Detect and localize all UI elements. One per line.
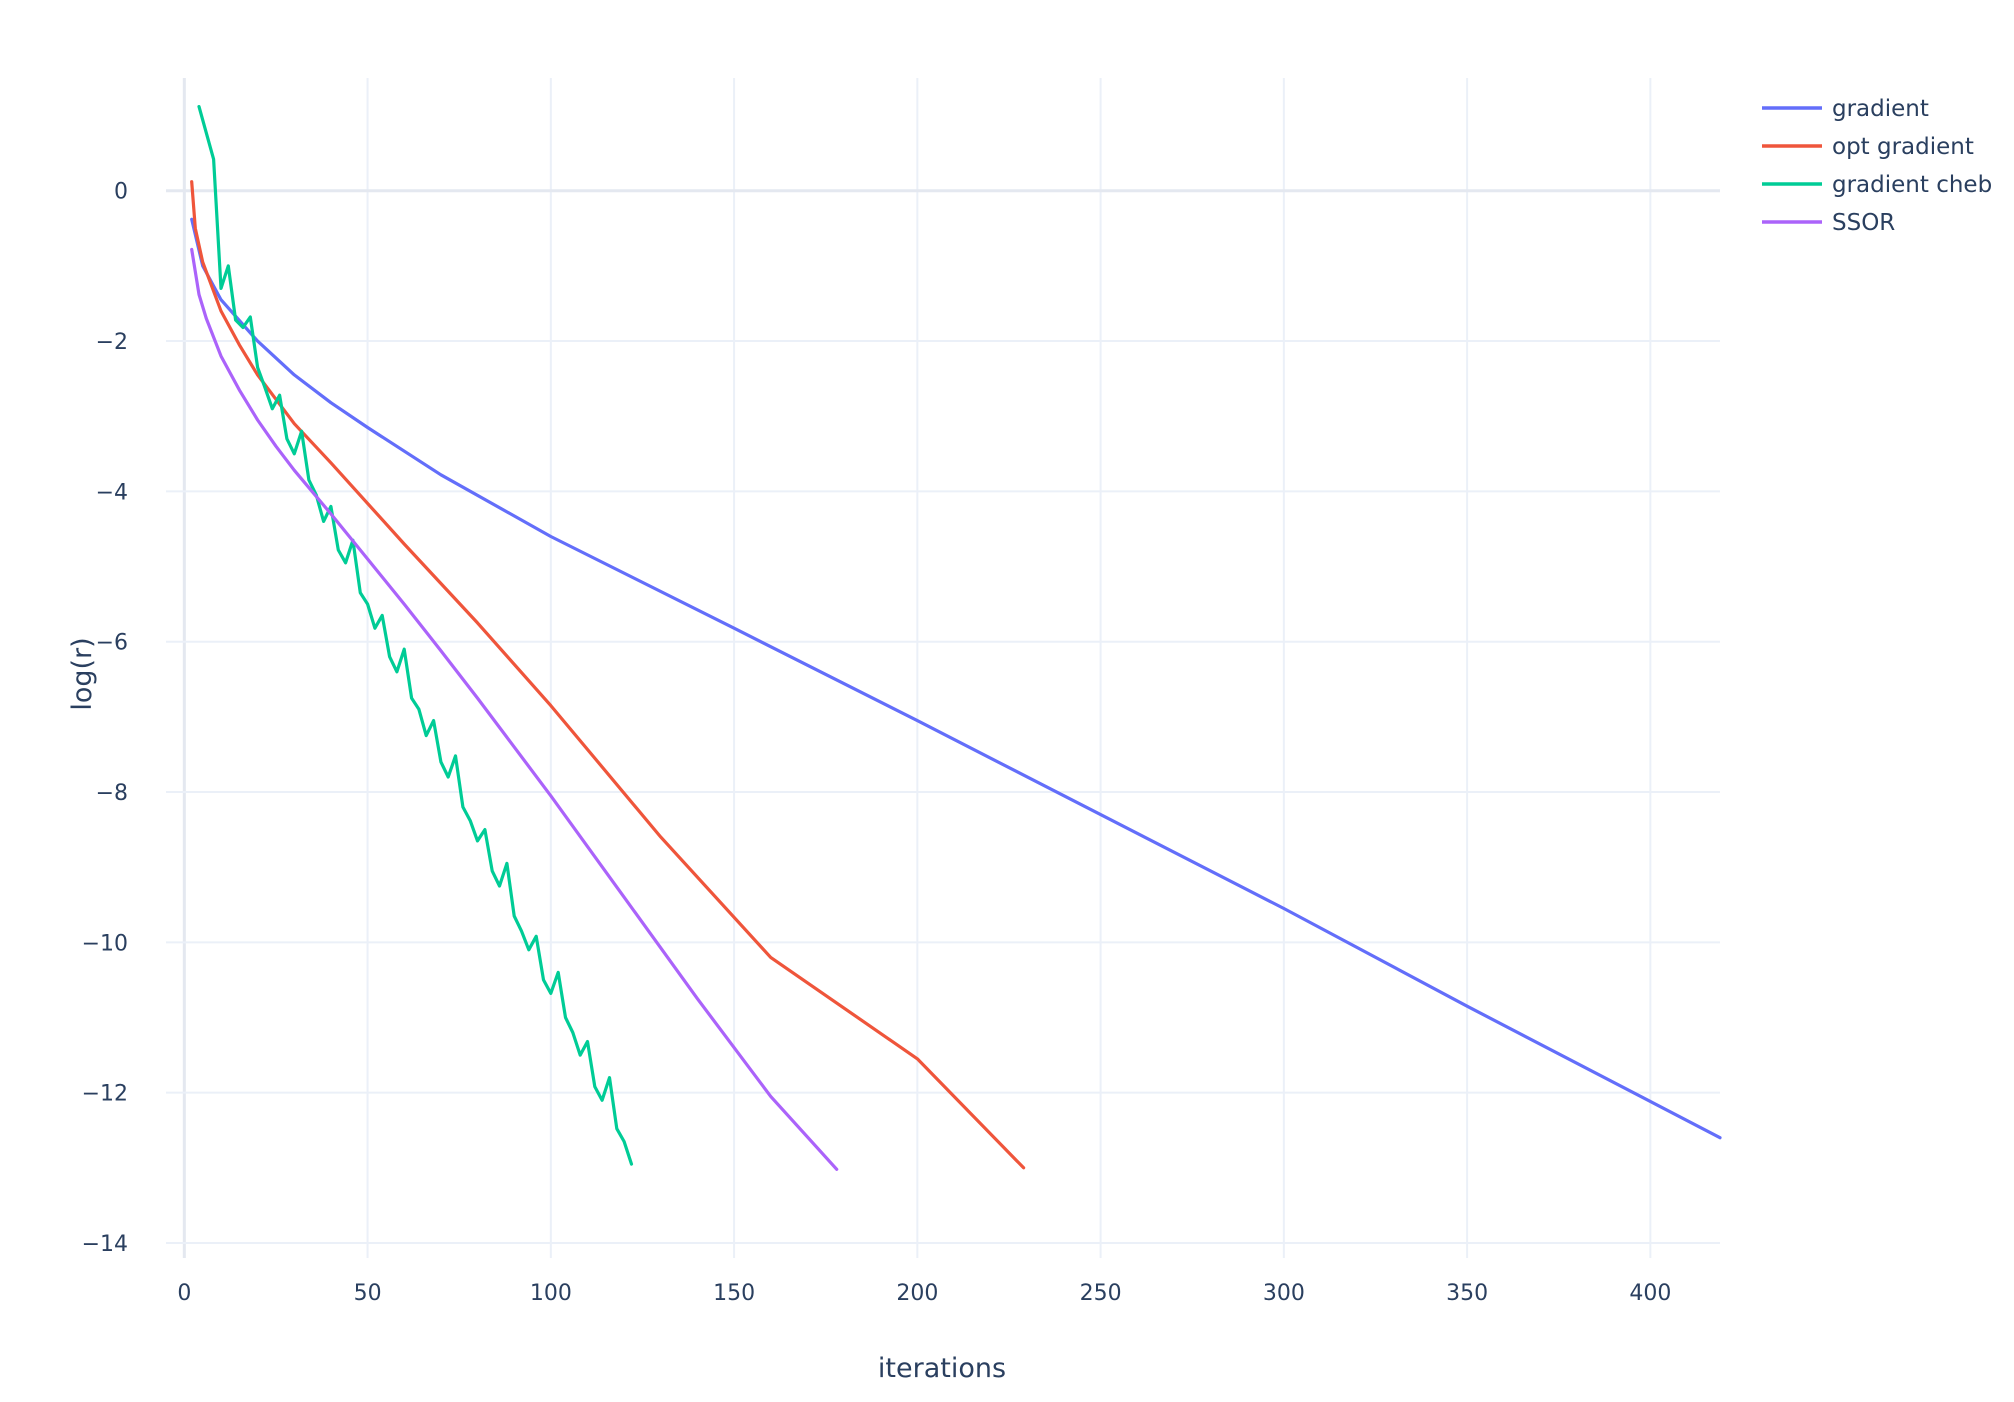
series-line-opt-gradient bbox=[190, 180, 1026, 1170]
y-gridlines bbox=[166, 189, 1720, 1244]
x-axis-title: iterations bbox=[878, 1353, 1006, 1384]
legend[interactable]: gradient opt gradient gradient cheb SSOR bbox=[1762, 96, 1992, 236]
x-tick-label: 200 bbox=[896, 1281, 938, 1306]
y-tick-label: −10 bbox=[82, 931, 128, 956]
y-tick-label: −12 bbox=[82, 1082, 128, 1107]
x-tick-label: 300 bbox=[1263, 1281, 1305, 1306]
y-tick-label: −8 bbox=[96, 781, 128, 806]
x-tick-label: 150 bbox=[713, 1281, 755, 1306]
legend-label: gradient cheb bbox=[1832, 172, 1992, 198]
x-tick-label: 50 bbox=[354, 1281, 382, 1306]
x-tick-label: 0 bbox=[177, 1281, 191, 1306]
y-axis-tick-labels: 0 −2 −4 −6 −8 −10 −12 −14 bbox=[82, 180, 128, 1257]
legend-item-opt-gradient[interactable]: opt gradient bbox=[1762, 134, 1974, 160]
legend-label: gradient bbox=[1832, 96, 1929, 122]
y-tick-label: −14 bbox=[82, 1232, 128, 1257]
series-lines bbox=[190, 104, 1722, 1171]
y-axis-title: log(r) bbox=[67, 637, 98, 710]
x-tick-label: 400 bbox=[1629, 1281, 1671, 1306]
legend-item-gradient-cheb[interactable]: gradient cheb bbox=[1762, 172, 1992, 198]
legend-item-SSOR[interactable]: SSOR bbox=[1762, 210, 1895, 236]
x-gridlines bbox=[182, 78, 1652, 1258]
x-tick-label: 350 bbox=[1446, 1281, 1488, 1306]
x-tick-label: 250 bbox=[1080, 1281, 1122, 1306]
legend-label: SSOR bbox=[1832, 210, 1895, 236]
y-tick-label: 0 bbox=[114, 180, 128, 205]
x-axis-tick-labels: 0 50 100 150 200 250 300 350 400 bbox=[177, 1281, 1671, 1306]
y-tick-label: −2 bbox=[96, 330, 128, 355]
x-tick-label: 100 bbox=[530, 1281, 572, 1306]
y-tick-label: −4 bbox=[96, 480, 128, 505]
y-tick-label: −6 bbox=[96, 631, 128, 656]
series-line-gradient-cheb bbox=[197, 104, 634, 1166]
legend-item-gradient[interactable]: gradient bbox=[1762, 96, 1929, 122]
legend-label: opt gradient bbox=[1832, 134, 1974, 160]
series-line-SSOR bbox=[190, 247, 839, 1171]
